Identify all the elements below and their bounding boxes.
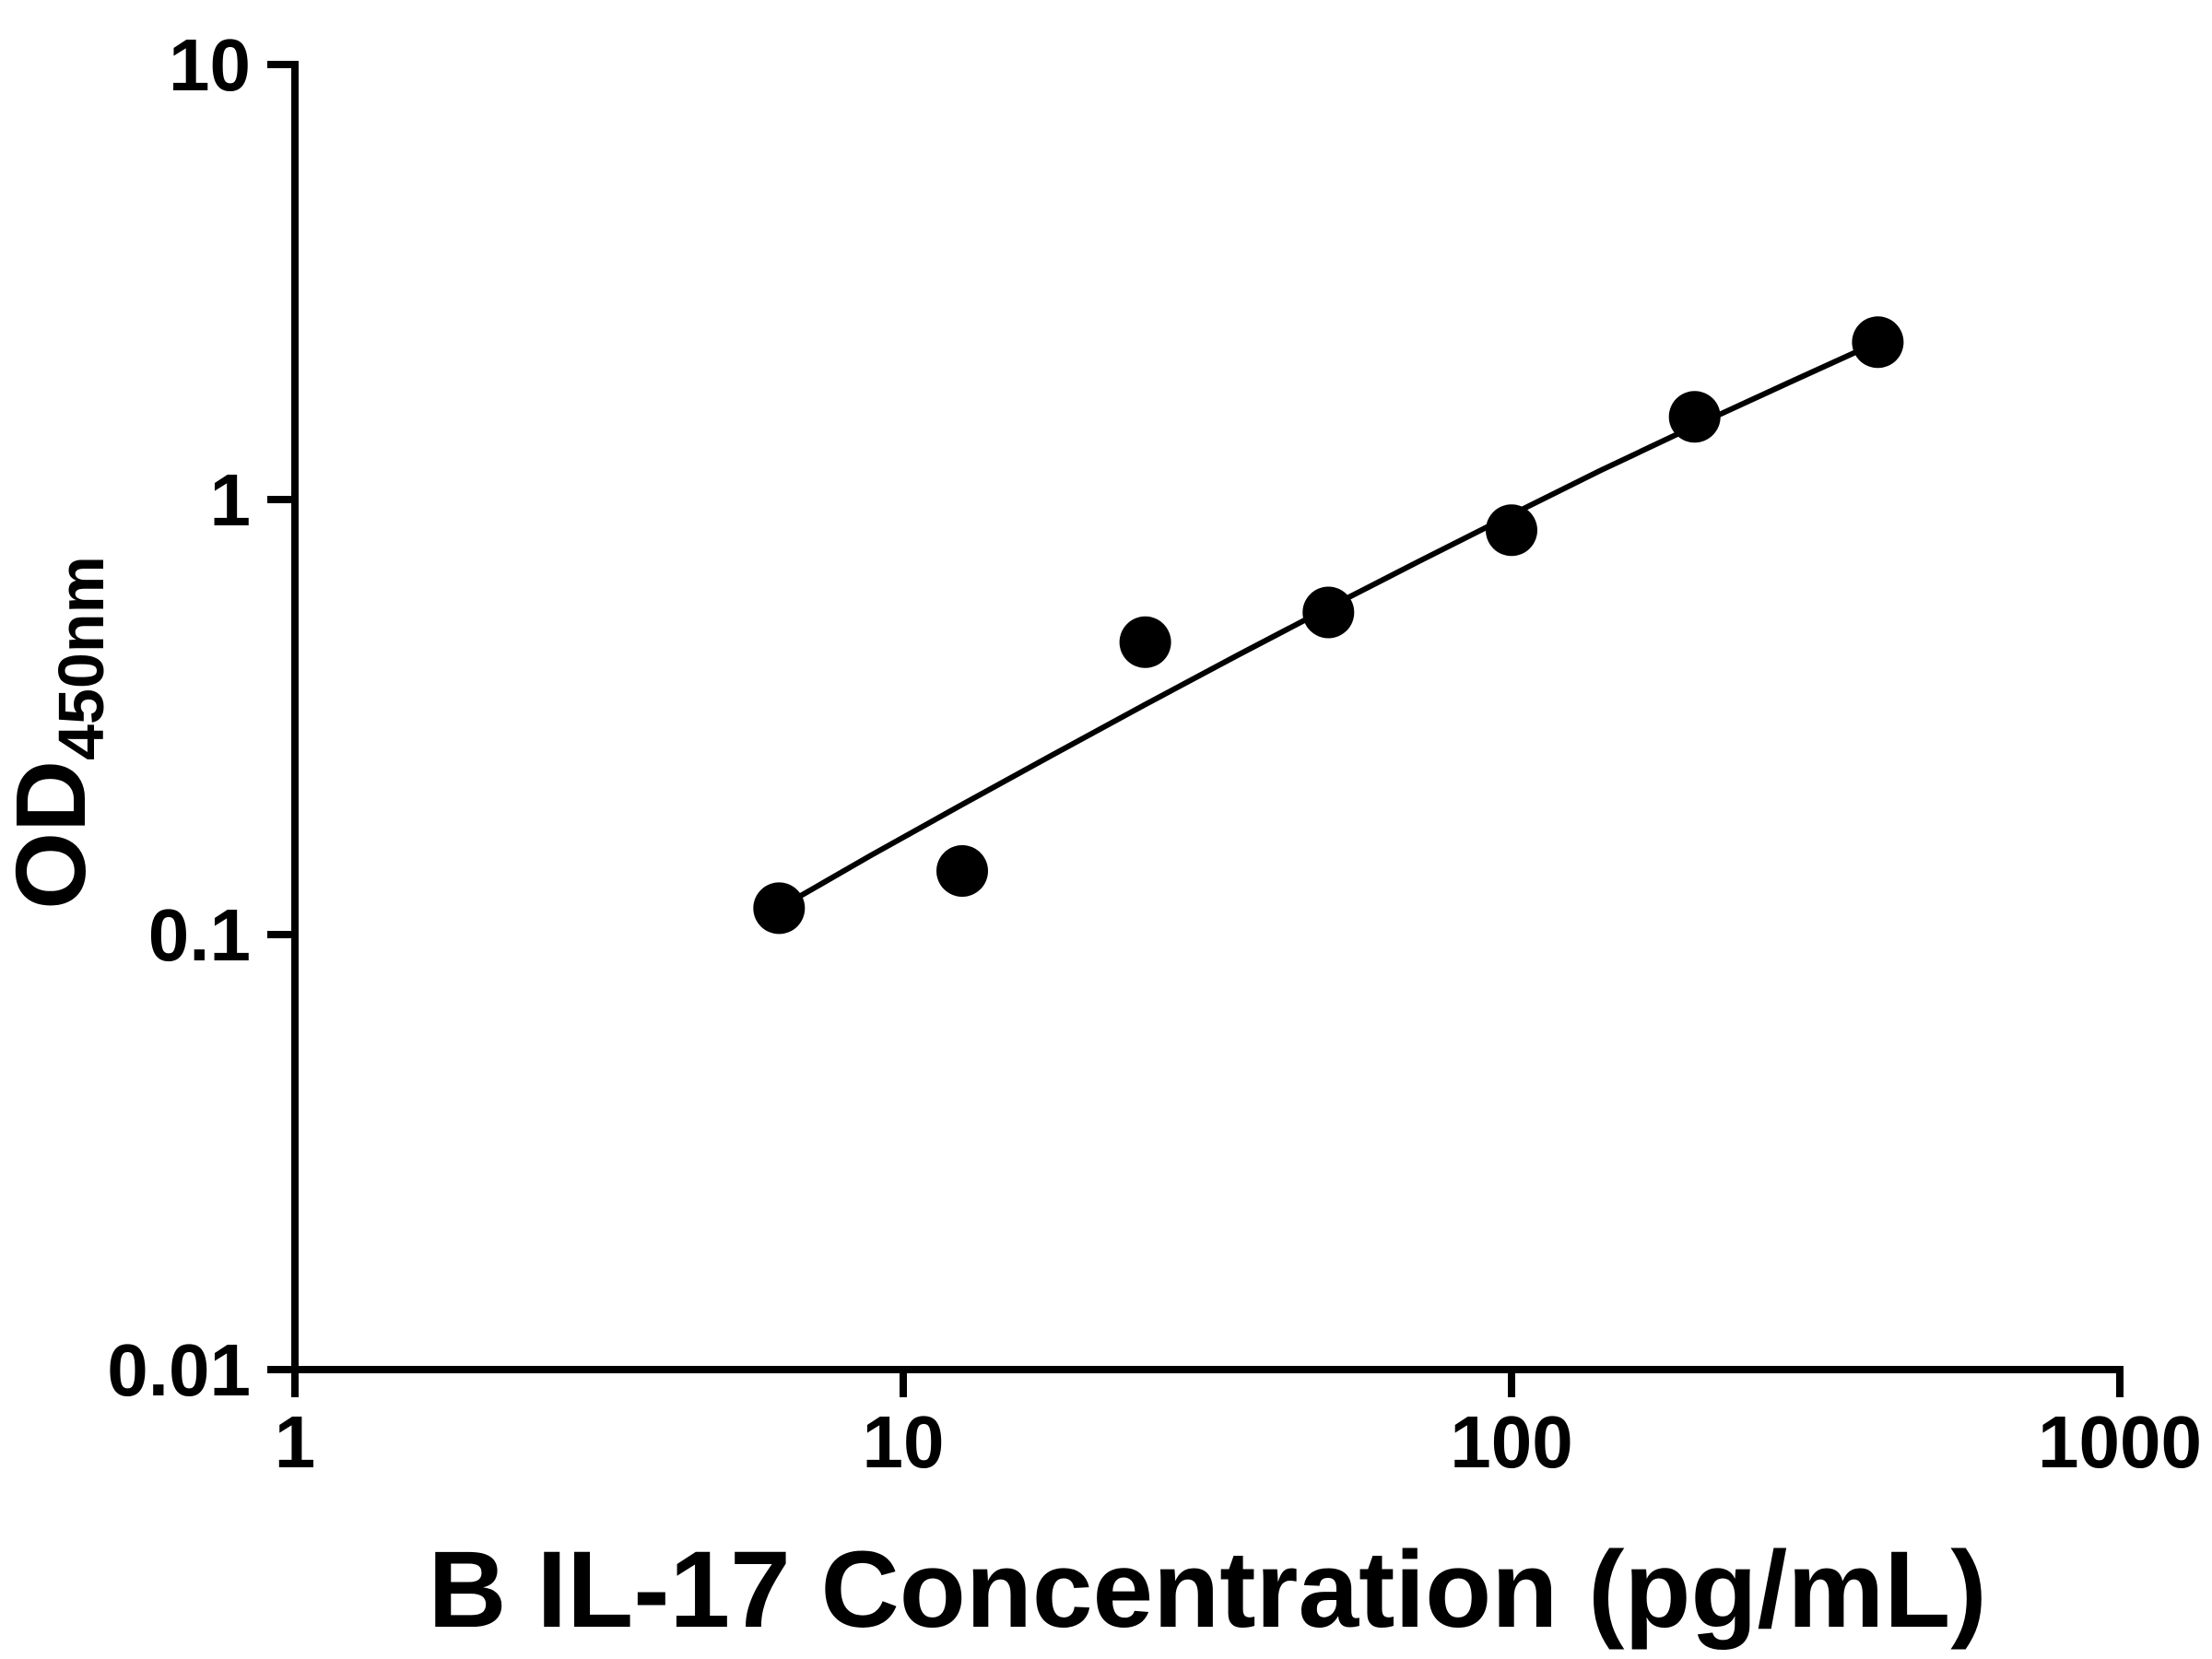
data-point <box>1668 391 1721 443</box>
x-tick-label: 1000 <box>2038 1401 2202 1483</box>
data-point <box>1302 586 1355 639</box>
y-tick-label: 10 <box>169 24 251 106</box>
data-point <box>1486 504 1537 557</box>
tick-labels: 1 10 100 1000 0.01 0.1 1 10 <box>107 24 2202 1483</box>
y-tick-label: 1 <box>210 459 252 541</box>
data-point <box>1119 616 1171 668</box>
axes <box>291 61 2124 1373</box>
data-point <box>936 845 988 897</box>
y-axis-title-sub: 450nm <box>45 556 117 760</box>
x-axis-title: B IL-17 Concentration (pg/mL) <box>428 1529 1986 1651</box>
data-points <box>753 316 1904 935</box>
x-tick-label: 1 <box>275 1401 316 1483</box>
data-point <box>753 882 806 935</box>
x-tick-label: 10 <box>863 1401 945 1483</box>
y-tick-label: 0.1 <box>148 894 251 976</box>
data-point <box>1852 316 1904 369</box>
y-axis-title-main: OD <box>0 760 106 910</box>
tick-marks <box>267 61 2124 1397</box>
x-tick-label: 100 <box>1450 1401 1572 1483</box>
y-tick-label: 0.01 <box>107 1329 251 1411</box>
y-axis-title: OD450nm <box>0 556 117 910</box>
